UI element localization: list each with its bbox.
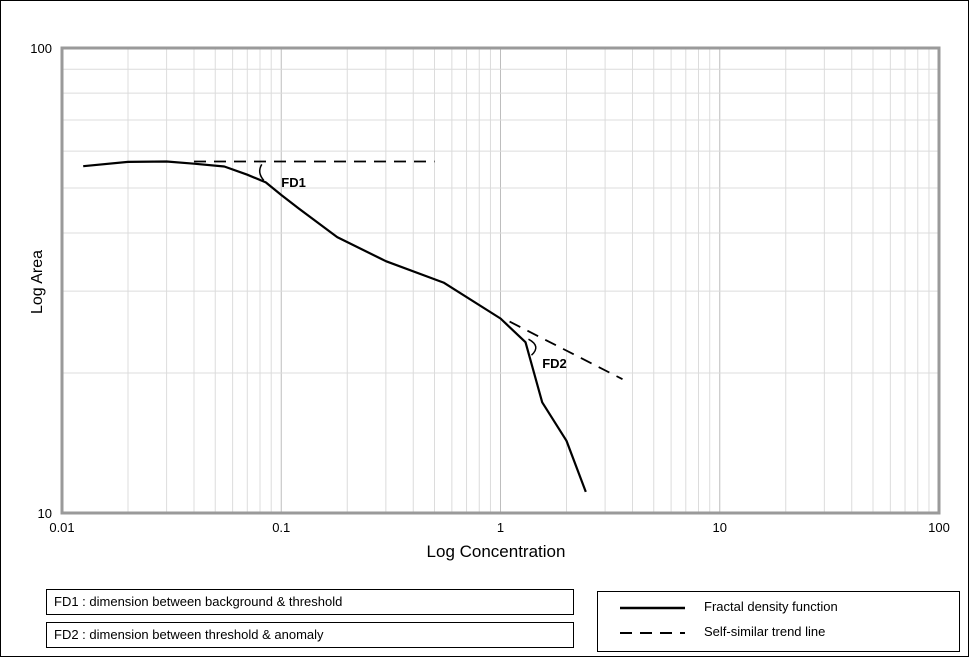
y-tick-label: 10 [38, 506, 52, 521]
x-tick-label: 10 [713, 520, 727, 535]
legend-dashed-label: Self-similar trend line [704, 624, 826, 639]
legend: Fractal density function Self-similar tr… [597, 591, 960, 652]
fd1-angle-arc [258, 164, 265, 181]
legend-item-solid: Fractal density function [598, 597, 959, 617]
annotation-fd1: FD1 [281, 175, 306, 190]
y-tick-label: 100 [30, 41, 52, 56]
tick-labels: 0.01 0.1 1 10 100 10 100 [30, 41, 950, 535]
note-fd2: FD2 : dimension between threshold & anom… [46, 622, 574, 648]
angle-arcs [258, 164, 537, 356]
series-fractal-density [83, 160, 587, 493]
legend-dashed-swatch [620, 632, 685, 634]
grid [62, 48, 940, 513]
annotations: FD1 FD2 [281, 175, 567, 371]
x-tick-label: 0.1 [272, 520, 290, 535]
x-tick-label: 0.01 [49, 520, 74, 535]
y-axis-label: Log Area [29, 250, 46, 314]
note-fd1: FD1 : dimension between background & thr… [46, 589, 574, 615]
series-trend-line [509, 320, 623, 381]
fd2-angle-arc [528, 338, 537, 356]
series-layer [83, 160, 623, 493]
legend-item-dashed: Self-similar trend line [598, 622, 959, 642]
annotation-fd2: FD2 [542, 356, 567, 371]
x-tick-label: 1 [497, 520, 504, 535]
legend-solid-label: Fractal density function [704, 599, 838, 614]
note-fd1-text: FD1 : dimension between background & thr… [54, 594, 343, 609]
note-fd2-text: FD2 : dimension between threshold & anom… [54, 627, 324, 642]
legend-solid-swatch [620, 606, 685, 610]
plot-border [60, 46, 941, 515]
x-axis-label: Log Concentration [427, 542, 566, 561]
x-tick-label: 100 [928, 520, 950, 535]
